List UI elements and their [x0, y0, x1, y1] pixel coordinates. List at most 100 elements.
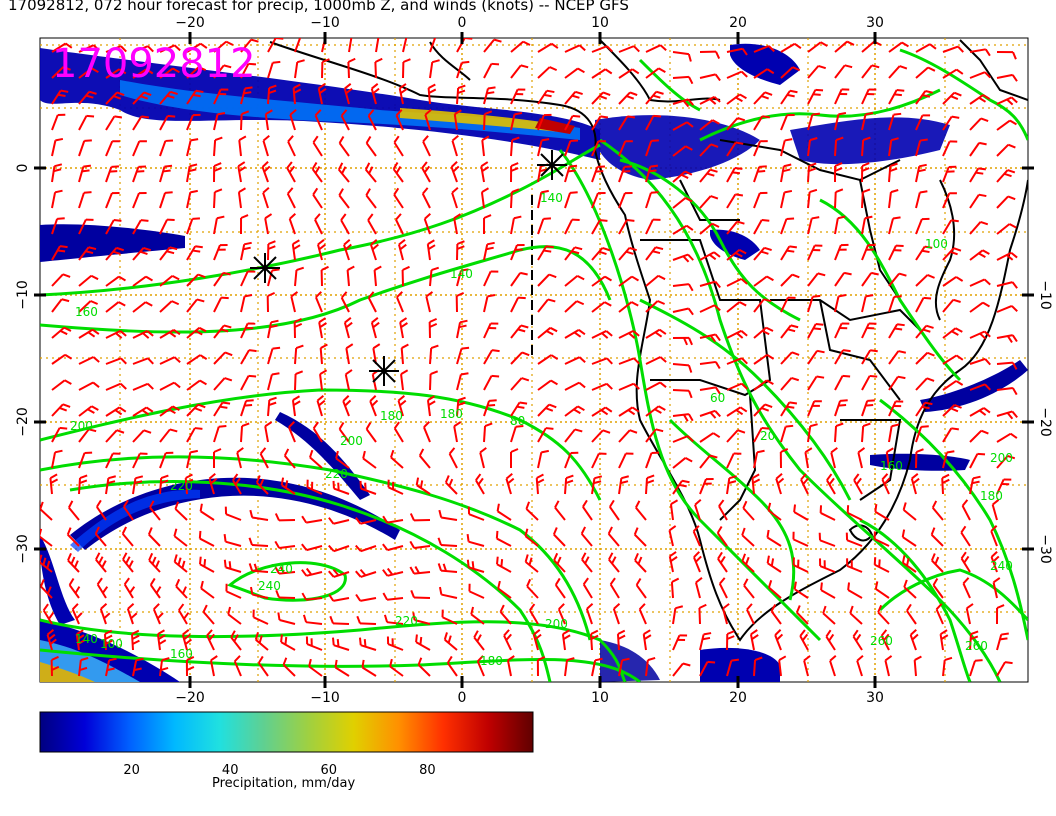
wind-barb [834, 40, 855, 53]
wind-barb [591, 275, 613, 287]
wind-barb [103, 629, 113, 651]
wind-barb [753, 45, 775, 53]
wind-barb [51, 65, 71, 79]
wind-barb [51, 353, 73, 365]
wind-barb [78, 191, 92, 209]
wind-barb [159, 474, 169, 495]
wind-barb [186, 217, 200, 235]
wind-barb [483, 294, 496, 313]
wind-barb [996, 604, 1005, 625]
wind-barb [373, 265, 382, 287]
wind-barb [699, 280, 721, 289]
wind-barb [94, 526, 107, 547]
wind-barb [996, 281, 1018, 289]
wind-barb [365, 188, 377, 209]
lat-tick-label-right: −20 [1037, 407, 1053, 437]
wind-barb [240, 270, 256, 287]
wind-barb [526, 578, 539, 599]
wind-barb [255, 475, 269, 495]
wind-barb [915, 190, 928, 209]
wind-barb [634, 500, 647, 521]
wind-barb [861, 322, 877, 339]
wind-barb [888, 41, 909, 53]
wind-barb [355, 544, 377, 553]
wind-barb [969, 193, 987, 209]
contour-label: 240 [258, 579, 281, 593]
wind-barb [510, 296, 526, 313]
wind-barb [564, 356, 586, 365]
wind-barb [382, 592, 404, 601]
wind-barb [264, 109, 273, 131]
wind-barb [877, 604, 890, 625]
wind-barb [301, 567, 323, 577]
wind-barb [415, 477, 431, 495]
wind-barb [286, 187, 296, 209]
lon-tick-label-top: −20 [175, 15, 205, 31]
wind-barb [186, 354, 208, 365]
wind-barb [880, 629, 890, 651]
wind-barb [942, 298, 961, 313]
wind-barb [915, 324, 934, 339]
wind-barb [524, 554, 539, 573]
wind-barb [497, 580, 512, 599]
wind-barb [186, 89, 204, 105]
wind-barb [942, 327, 963, 339]
wind-barb [753, 656, 763, 677]
map-title: 17092812, 072 hour forecast for precip, … [8, 0, 629, 14]
wind-barb [417, 657, 431, 677]
wind-barb [557, 603, 566, 625]
wind-barb [618, 301, 639, 313]
wind-barb [510, 351, 530, 365]
wind-barb [387, 479, 404, 495]
wind-barb [159, 67, 180, 79]
wind-barb [874, 504, 890, 521]
wind-barb [699, 304, 721, 313]
wind-barb [365, 136, 377, 157]
lat-tick-label-left: −10 [15, 280, 31, 310]
wind-barb [305, 636, 323, 651]
contour-label: 140 [450, 267, 473, 281]
wind-barb [213, 112, 226, 131]
wind-barb [185, 656, 195, 677]
wind-barb [199, 503, 215, 521]
wind-barb [186, 273, 206, 287]
lon-tick-label-bottom: −10 [310, 690, 340, 706]
wind-barb [206, 629, 215, 651]
wind-barb [780, 138, 793, 157]
wind-barb [694, 499, 702, 521]
wind-barb [510, 424, 524, 443]
wind-barb [311, 161, 323, 183]
wind-barb [668, 551, 678, 573]
wind-barb [409, 565, 431, 575]
wind-barb [132, 115, 150, 131]
wind-barb [753, 326, 774, 339]
contour-label: 260 [870, 634, 893, 648]
wind-barb [132, 429, 152, 443]
wind-barb [645, 246, 664, 261]
wind-barb [618, 246, 638, 261]
wind-barb [423, 421, 431, 443]
wind-barb [932, 578, 944, 599]
wind-barb [861, 271, 879, 287]
wind-barb [608, 552, 620, 573]
wind-barb [726, 382, 748, 391]
wind-barb [591, 382, 613, 391]
wind-barb [699, 73, 721, 82]
wind-barb [717, 551, 728, 573]
wind-barb [672, 170, 693, 183]
wind-barb [996, 223, 1017, 235]
wind-barb [564, 381, 586, 391]
wind-barb [224, 506, 242, 521]
wind-barb [510, 271, 528, 287]
wind-barb [483, 86, 496, 105]
wind-barb [807, 188, 818, 209]
wind-barb [159, 44, 181, 53]
wind-barb [105, 329, 127, 339]
wind-barb [668, 525, 677, 547]
wind-barb [334, 659, 350, 677]
contour-label: 180 [480, 654, 503, 668]
wind-barb [726, 475, 737, 495]
wind-barb [672, 605, 684, 625]
wind-barb [537, 354, 559, 365]
wind-barb [294, 266, 305, 287]
